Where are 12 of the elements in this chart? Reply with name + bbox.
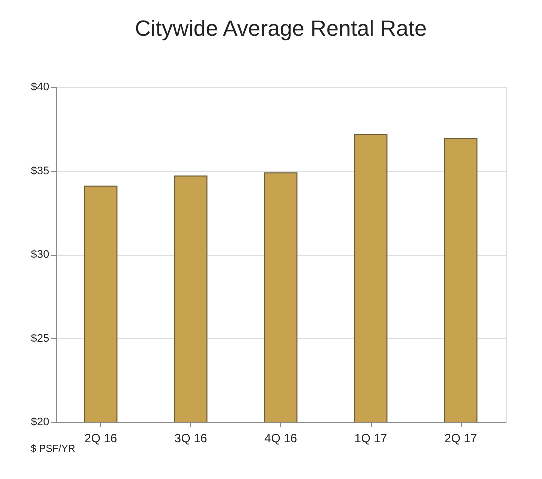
y-tick-label: $35 [31, 165, 50, 178]
x-tick-label: 2Q 16 [84, 432, 118, 446]
x-tick-label: 3Q 16 [174, 432, 208, 446]
y-tick-label: $30 [31, 249, 50, 261]
y-tick-label: $25 [31, 332, 50, 345]
x-tick-label: 1Q 17 [354, 432, 388, 446]
y-tick-label: $40 [31, 82, 50, 94]
text: $ PSF/YR [31, 444, 76, 455]
x-tick-label: 4Q 16 [264, 432, 298, 446]
y-tick-label: $20 [31, 416, 50, 428]
x-tick-label: 2Q 17 [444, 432, 478, 446]
chart-title: Citywide Average Rental Rate [135, 16, 427, 41]
